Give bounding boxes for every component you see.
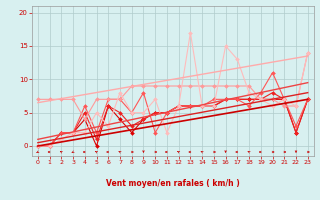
X-axis label: Vent moyen/en rafales ( km/h ): Vent moyen/en rafales ( km/h ) <box>106 179 240 188</box>
